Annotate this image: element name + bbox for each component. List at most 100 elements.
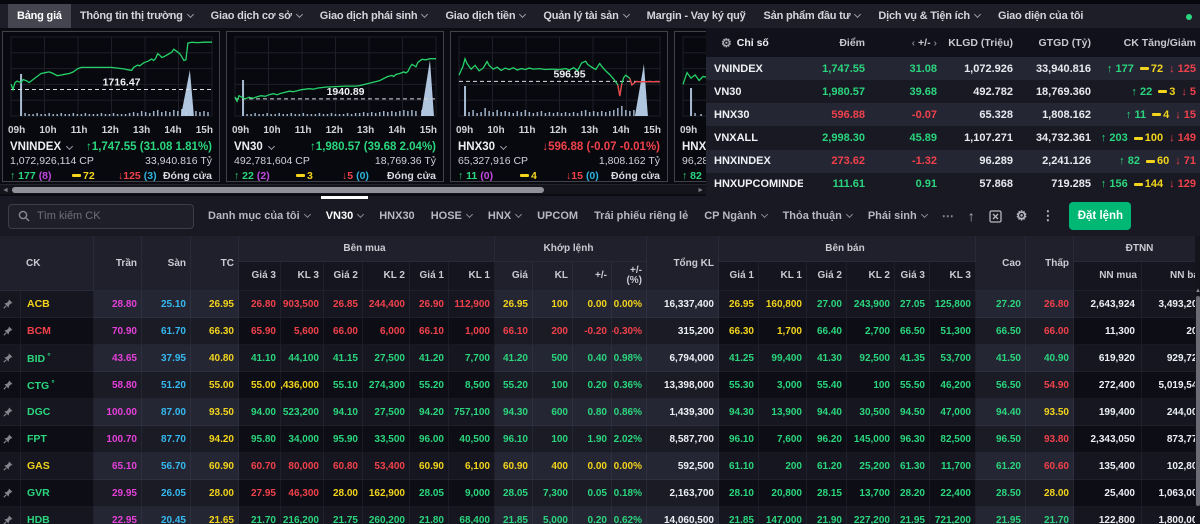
pin-icon[interactable] [3, 380, 13, 390]
tab-ph-i-sinh[interactable]: Phái sinh [868, 196, 928, 236]
chart-index-name-dropdown[interactable]: VN30 [234, 140, 275, 155]
scroll-left-icon[interactable]: ◄ [2, 187, 9, 194]
chart-volume-cp: 1,072,926,114 CP [10, 155, 94, 167]
pin-icon[interactable] [3, 407, 13, 417]
nav-item-7[interactable]: Margin - Vay ký quỹ [646, 10, 746, 22]
chevron-down-icon [500, 142, 508, 151]
pin-icon[interactable] [3, 461, 13, 471]
place-order-button[interactable]: Đặt lệnh [1069, 202, 1132, 230]
chart-advance-decline: ↑ 177 (8) 72 ↓125 (3) Đóng cửa [10, 169, 212, 182]
nav-item-2[interactable]: Thông tin thị trường [71, 4, 202, 28]
scrollbar-thumb[interactable] [12, 187, 544, 193]
table-row-gvr[interactable]: GVR 29.95 26.05 28.00 27.95 46,300 28.00 162,90… [0, 480, 1200, 507]
table-row-bcm[interactable]: BCM 70.90 61.70 66.30 65.90 5,600 66.00 6,000 66… [0, 318, 1200, 345]
tab-vn30[interactable]: VN30 [320, 196, 368, 236]
svg-text:596.95: 596.95 [553, 68, 585, 80]
index-chart-card-vnindex: 1716.47 09h 10h 11h 12h 13h 14h 15h VNINDEX ↑1,74… [2, 31, 220, 182]
search-input[interactable]: Tìm kiếm CK [8, 203, 194, 229]
index-chart-card-hnx30: 596.95 09h 10h 11h 12h 13h 14h 15h HNX30 ↓596.88 … [450, 31, 668, 182]
index-row-vn30[interactable]: VN30 1,980.57 39.68 492.782 18,769.360 ↑ 22 3 ↓… [706, 80, 1200, 104]
table-row-acb[interactable]: ACB 28.80 25.10 26.95 26.80 903,500 26.85 244,4… [0, 291, 1200, 318]
index-row-vnxall[interactable]: VNXALL 2,998.30 45.89 1,107.271 34,732.361 ↑ … [706, 126, 1200, 150]
nav-item-4[interactable]: Giao dịch phái sinh [311, 4, 437, 28]
scroll-top-icon[interactable]: ↑ [967, 208, 975, 224]
table-row-hdb[interactable]: HDB 22.95 20.45 21.65 21.70 216,200 21.75 260,2… [0, 507, 1200, 524]
pin-icon[interactable] [3, 299, 13, 309]
chart-index-value: ↓596.88 (-0.07 -0.01%) [542, 141, 660, 153]
nav-item-8[interactable]: Sản phẩm đầu tư [755, 4, 870, 28]
pin-icon[interactable] [3, 353, 13, 363]
tab-cp-ng-nh[interactable]: CP Ngành [704, 196, 768, 236]
watchlist-tabs: Danh mục của tôi VN30 HNX30 HOSE HNX UPCOM Trá… [200, 196, 935, 236]
scroll-up-icon[interactable]: ▲ [1195, 288, 1200, 294]
intraday-chart: 1940.89 [234, 36, 437, 117]
chevron-down-icon [267, 142, 275, 151]
tab-danh-m-c-c-a-t-i[interactable]: Danh mục của tôi [208, 196, 311, 236]
search-icon [18, 210, 30, 222]
table-row-dgc[interactable]: DGC 100.00 87.00 93.50 94.00 523,200 94.10 27,5… [0, 399, 1200, 426]
pin-icon[interactable] [3, 488, 13, 498]
chevron-down-icon [295, 10, 303, 19]
table-row-fpt[interactable]: FPT 100.70 87.70 94.20 95.80 34,000 95.90 33,50… [0, 426, 1200, 453]
tab-upcom[interactable]: UPCOM [537, 210, 579, 222]
chart-volume-cp: 65,327,916 CP [458, 155, 529, 167]
table-row-ctg[interactable]: CTG ° 58.80 51.20 55.00 55.00,436,000 55.10 27… [0, 372, 1200, 399]
chart-volume-cp: 96,28 [682, 155, 706, 167]
search-placeholder: Tìm kiếm CK [37, 210, 101, 222]
tab-tr-i-phi-u-ri-ng-l-[interactable]: Trái phiếu riêng lẻ [594, 210, 689, 222]
pin-icon[interactable] [3, 326, 13, 336]
chevron-down-icon [186, 10, 194, 19]
index-panel-header: ⚙ Chỉ số Điểm ‹ +/- › KLGD (Triệu) GTGD (Tỷ) C… [721, 35, 1196, 50]
nav-items: Bảng giá Thông tin thị trường Giao dịch cơ… [0, 4, 1200, 28]
chart-index-name-dropdown[interactable]: HNX30 [458, 140, 508, 155]
charts-horizontal-scrollbar[interactable]: ◄ ► [0, 184, 706, 194]
intraday-chart: 596.95 [458, 36, 661, 117]
tab-hose[interactable]: HOSE [431, 196, 473, 236]
table-scrollbar-thumb[interactable] [1195, 296, 1200, 506]
chart-value-ty: 33,940.816 Tỷ [145, 155, 212, 167]
settings-gear-icon[interactable]: ⚙ [1015, 208, 1028, 223]
chart-value-ty: 18,769.36 Tỷ [374, 155, 436, 167]
intraday-chart: 1716.47 [10, 36, 213, 117]
chevron-down-icon [622, 10, 630, 19]
chart-index-name-dropdown[interactable]: HNXINDEX [682, 140, 706, 155]
index-chart-card-vn30: 1940.89 09h 10h 11h 12h 13h 14h 15h VN30 ↑1,980.5… [226, 31, 444, 182]
index-row-hnxindex[interactable]: HNXINDEX 273.62 -1.32 96.289 2,241.126 ↑ 82 60… [706, 149, 1200, 173]
tab-hnx[interactable]: HNX [488, 196, 523, 236]
nav-item-5[interactable]: Giao dịch tiền [436, 4, 534, 28]
more-tabs-icon[interactable]: ⋯ [941, 209, 954, 223]
index-row-hnx30[interactable]: HNX30 596.88 -0.07 65.328 1,808.162 ↑ 11 4 ↓ 15 [706, 103, 1200, 127]
intraday-chart [682, 36, 706, 117]
chart-index-value: ↑1,980.57 (39.68 2.04%) [310, 141, 436, 153]
kebab-menu-icon[interactable]: ⋮ [1041, 208, 1055, 223]
export-excel-icon[interactable] [989, 209, 1002, 223]
chevron-down-icon [66, 142, 74, 151]
table-header: CK Trần Sàn TC Bên mua Giá 3 KL 3 Giá 2 KL 2 Giá … [0, 236, 1200, 291]
pin-icon[interactable] [3, 434, 13, 444]
svg-text:1940.89: 1940.89 [327, 86, 365, 98]
nav-item-10[interactable]: Giao diện của tôi [997, 10, 1084, 22]
chart-value-ty: 1,808.162 Tỷ [598, 155, 660, 167]
index-row-hnxupcomindex[interactable]: HNXUPCOMINDEX 111.61 0.91 57.868 719.285 ↑ 15… [706, 172, 1200, 196]
chart-index-name-dropdown[interactable]: VNINDEX [10, 140, 74, 155]
nav-item-1[interactable]: Bảng giá [8, 4, 71, 28]
chevron-down-icon [421, 10, 429, 19]
table-vertical-scrollbar[interactable]: ▲ [1195, 236, 1200, 524]
nav-item-9[interactable]: Dịch vụ & Tiện ích [869, 4, 989, 28]
nav-item-3[interactable]: Giao dịch cơ sở [202, 4, 311, 28]
nav-item-6[interactable]: Quản lý tài sản [534, 4, 637, 28]
tab-th-a-thu-n[interactable]: Thỏa thuận [783, 196, 853, 236]
table-row-gas[interactable]: GAS 65.10 56.70 60.90 60.70 80,000 60.80 53,400… [0, 453, 1200, 480]
table-row-bid[interactable]: BID ° 43.65 37.95 40.80 41.10 44,100 41.15 27,5… [0, 345, 1200, 372]
connection-status-dot [1186, 14, 1192, 20]
pin-icon[interactable] [3, 515, 13, 524]
scroll-right-icon[interactable]: ► [697, 187, 704, 194]
chevron-down-icon [854, 10, 862, 19]
index-row-vnindex[interactable]: VNINDEX 1,747.55 31.08 1,072.926 33,940.816 ↑… [706, 57, 1200, 81]
price-board-table: CK Trần Sàn TC Bên mua Giá 3 KL 3 Giá 2 KL 2 Giá … [0, 236, 1200, 524]
watchlist-toolbar: Tìm kiếm CK Danh mục của tôi VN30 HNX30 HOS… [0, 196, 1200, 236]
tab-hnx30[interactable]: HNX30 [379, 210, 415, 222]
gear-icon[interactable]: ⚙ [721, 35, 732, 50]
